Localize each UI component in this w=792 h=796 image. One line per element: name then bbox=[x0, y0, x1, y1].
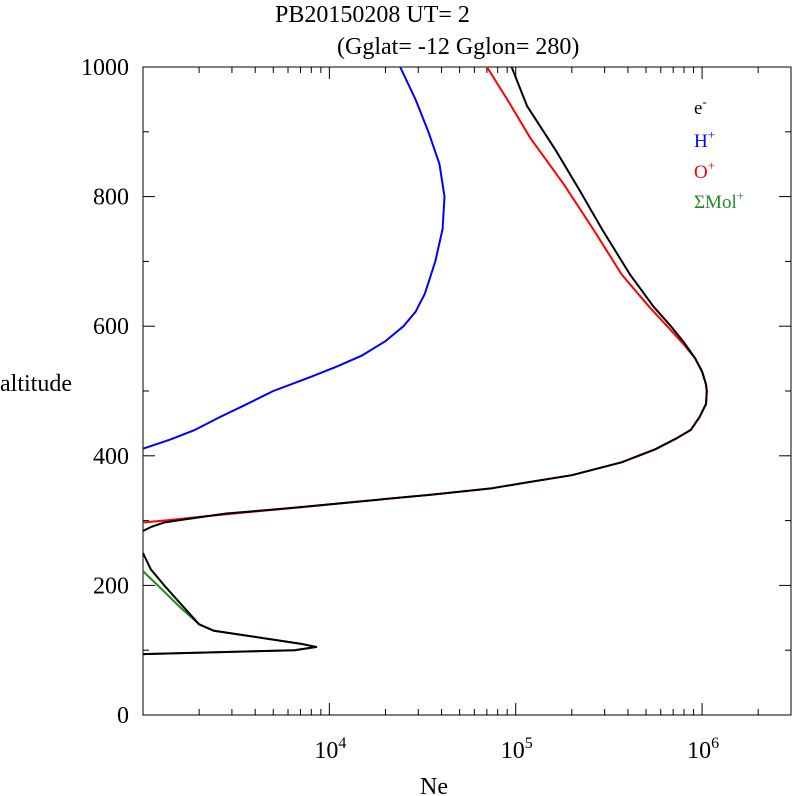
chart-title-line-1: PB20150208 UT= 2 bbox=[275, 2, 470, 28]
series-line-h bbox=[142, 66, 446, 450]
x-tick-label-base: 10 bbox=[314, 738, 338, 764]
y-tick-label: 1000 bbox=[81, 55, 129, 81]
legend-label: ΣMol bbox=[694, 192, 737, 213]
y-tick-label: 800 bbox=[93, 185, 129, 211]
x-tick-label-exponent: 6 bbox=[711, 735, 719, 752]
x-tick-label: 105 bbox=[501, 735, 533, 764]
y-tick-label: 200 bbox=[93, 573, 129, 599]
legend-label: O bbox=[694, 162, 708, 183]
x-tick-label-base: 10 bbox=[501, 738, 525, 764]
y-axis-label: altitude bbox=[0, 371, 72, 397]
x-axis-label: Ne bbox=[420, 774, 448, 796]
legend-superscript: + bbox=[708, 127, 715, 142]
x-tick-label-base: 10 bbox=[687, 738, 711, 764]
x-tick-label: 106 bbox=[687, 735, 719, 764]
legend-label: H bbox=[694, 131, 708, 152]
legend-superscript: + bbox=[737, 188, 744, 203]
legend-superscript: + bbox=[708, 158, 715, 173]
y-tick-label: 600 bbox=[93, 314, 129, 340]
legend-entry-o: O+ bbox=[694, 158, 715, 183]
y-tick-label: 400 bbox=[93, 444, 129, 470]
chart-title-line-2: (Gglat= -12 Gglon= 280) bbox=[337, 34, 579, 60]
y-tick-label: 0 bbox=[117, 703, 129, 729]
legend-entry-h: H+ bbox=[694, 127, 715, 152]
legend-label: e bbox=[694, 98, 702, 119]
legend-entry-mol: ΣMol+ bbox=[694, 188, 744, 213]
legend-superscript: - bbox=[702, 94, 706, 109]
x-tick-label: 104 bbox=[314, 735, 346, 764]
x-tick-label-exponent: 4 bbox=[338, 735, 346, 752]
legend-entry-e: e- bbox=[694, 94, 707, 119]
series-line-e bbox=[142, 66, 708, 656]
x-tick-label-exponent: 5 bbox=[525, 735, 533, 752]
